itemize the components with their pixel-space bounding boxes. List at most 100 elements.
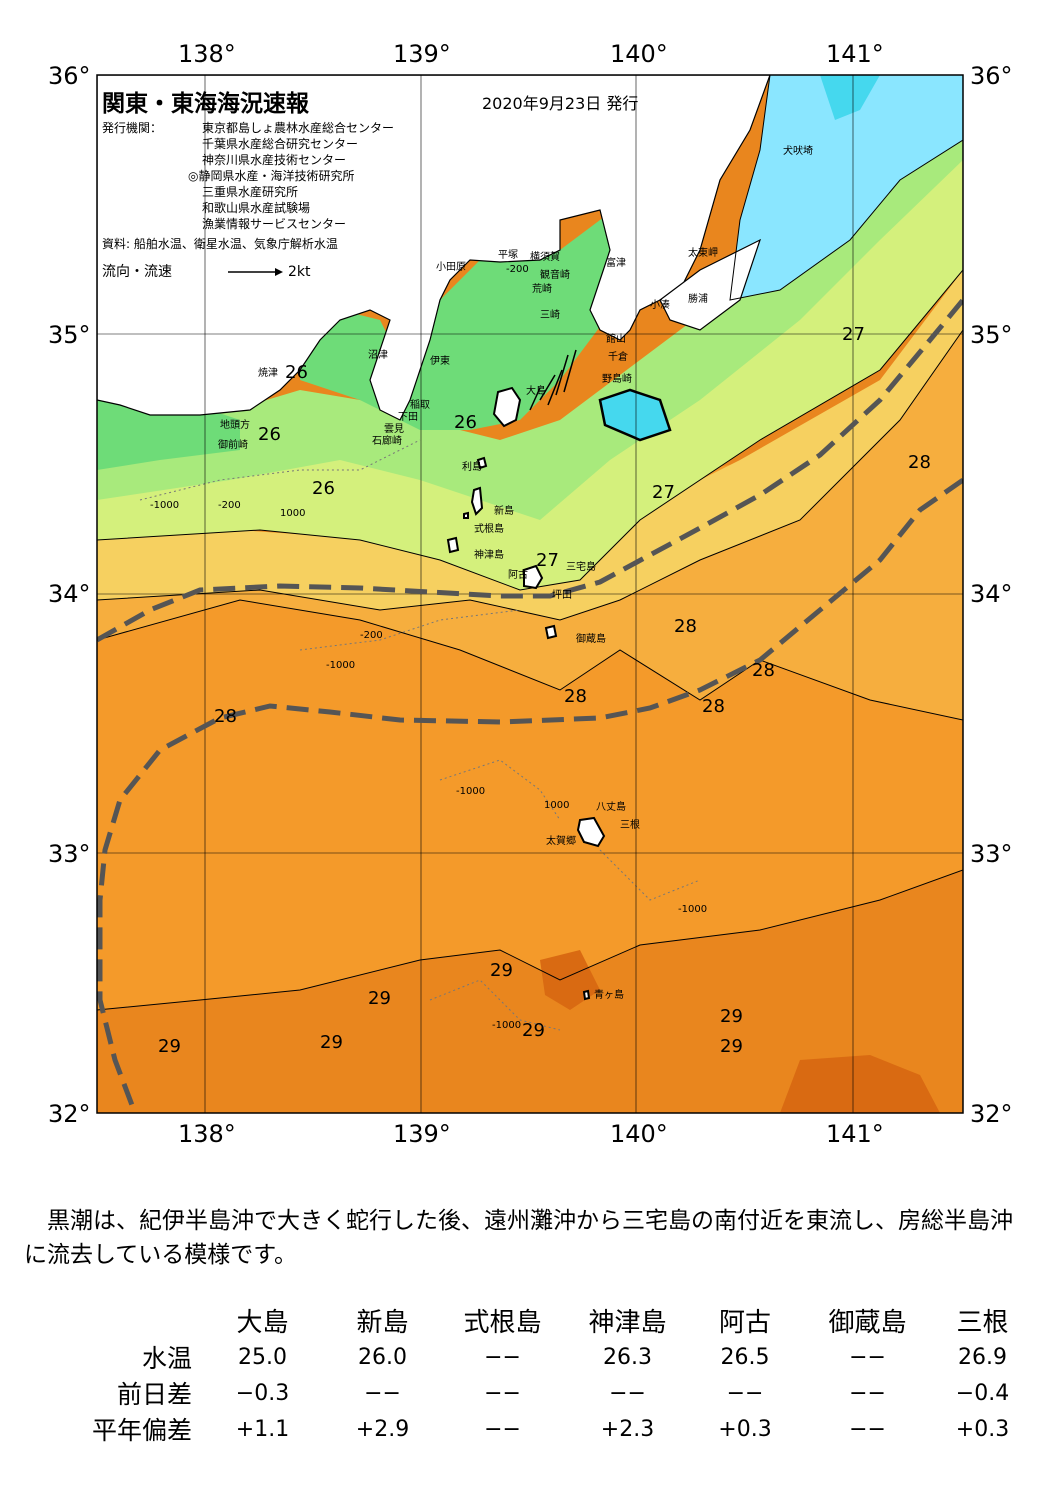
table-cell: −− (484, 1380, 521, 1406)
sea-temperature-map (96, 74, 964, 1114)
place-name: 小湊 (650, 300, 670, 311)
temp-zone-27 (97, 150, 963, 590)
depth-label: 1000 (544, 800, 570, 811)
table-cell: 25.0 (238, 1344, 287, 1370)
table-cell: −− (849, 1380, 886, 1406)
map-frame (96, 74, 964, 1114)
isotherm-label: 29 (490, 960, 513, 981)
issuers-label: 発行機関： (102, 121, 163, 135)
isotherm-label: 29 (720, 1036, 743, 1057)
place-name: 下田 (398, 412, 418, 423)
isotherm-label: 29 (522, 1020, 545, 1041)
row-label: 前日差 (116, 1380, 192, 1409)
table-row: 平年偏差 +1.1 +2.9 −− +2.3 +0.3 −− +0.3 (30, 1411, 1030, 1447)
table-cell: −− (609, 1380, 646, 1406)
place-name: 小田原 (436, 262, 466, 273)
lat-label-right-34: 34° (970, 580, 1013, 608)
flow-legend-scale: 2kt (288, 264, 311, 280)
station-header: 新島 (356, 1308, 409, 1338)
lat-label-right-33: 33° (970, 840, 1013, 868)
isotherm-label: 29 (720, 1006, 743, 1027)
flow-legend-label: 流向・流速 (102, 264, 172, 280)
lon-label-top-139: 139° (393, 40, 451, 68)
temp-zone-25 (730, 75, 963, 300)
temp-zone-28 (97, 300, 963, 720)
isotherm-label: 28 (564, 686, 587, 707)
place-name: 雲見 (384, 424, 404, 435)
station-header: 神津島 (588, 1308, 667, 1338)
temp-zone-27-5 (97, 270, 963, 620)
place-name: 御蔵島 (576, 634, 606, 645)
place-name: 八丈島 (596, 802, 626, 813)
temp-zone-25-nojima (600, 390, 670, 440)
isotherm-label: 28 (214, 706, 237, 727)
lon-label-top-140: 140° (610, 40, 668, 68)
island-aogashima (582, 989, 591, 1001)
lat-label-right-36: 36° (970, 62, 1013, 90)
place-name: 新島 (494, 506, 514, 517)
table-cell: −0.4 (955, 1380, 1010, 1406)
table-row: 水温 25.0 26.0 −− 26.3 26.5 −− 26.9 (30, 1339, 1030, 1375)
table-cell: −− (364, 1380, 401, 1406)
station-header: 式根島 (463, 1308, 542, 1338)
place-name: 稲取 (410, 400, 430, 411)
island-oshima (492, 386, 522, 428)
depth-label: -200 (360, 630, 383, 641)
place-name: 三宅島 (566, 562, 596, 573)
table-cell: 26.5 (720, 1344, 770, 1370)
lat-lon-grid (97, 75, 963, 1113)
lon-label-top-141: 141° (826, 40, 884, 68)
lat-label-left-32: 32° (48, 1100, 91, 1128)
station-header: 三根 (956, 1308, 1009, 1338)
isotherm-label: 26 (312, 478, 335, 499)
lon-label-bottom-139: 139° (393, 1120, 451, 1148)
table-cell: −− (484, 1416, 521, 1442)
table-corner (30, 1302, 200, 1339)
island-toshima (476, 456, 488, 470)
table-row: 前日差 −0.3 −− −− −− −− −− −0.4 (30, 1375, 1030, 1411)
issuer-item: 漁業情報サービスセンター (202, 217, 347, 231)
depth-label: -200 (506, 264, 529, 275)
depth-label: -1000 (326, 660, 356, 671)
depth-label: 1000 (280, 508, 306, 519)
table-cell: 26.0 (358, 1344, 407, 1370)
isotherm-label: 29 (320, 1032, 343, 1053)
issuer-item: 神奈川県水産技術センター (202, 153, 347, 167)
issuer-item: 東京都島しょ農林水産総合センター (202, 121, 395, 135)
issuer-item: 千葉県水産総合研究センター (202, 137, 359, 151)
place-name: 焼津 (258, 368, 278, 379)
row-label: 水温 (141, 1344, 192, 1373)
issue-date: 2020年9月23日 発行 (482, 94, 639, 113)
isotherm-label: 27 (536, 550, 559, 571)
table-cell: +0.3 (718, 1416, 772, 1442)
table-cell: −− (849, 1344, 886, 1370)
flow-arrows (529, 349, 577, 411)
isotherm-lines (97, 75, 963, 1011)
place-name: 御前崎 (218, 440, 248, 451)
lat-label-left-34: 34° (48, 580, 91, 608)
isotherm-label: 28 (908, 452, 931, 473)
table-cell: 26.3 (603, 1344, 652, 1370)
island-shikinejima (463, 511, 469, 519)
map-title: 関東・東海海況速報 (102, 91, 309, 117)
place-name: 坪田 (552, 590, 572, 601)
isotherm-label: 27 (842, 324, 865, 345)
depth-label: -200 (218, 500, 241, 511)
island-niijima (470, 486, 484, 516)
place-name: 地頭方 (220, 420, 250, 431)
place-name: 平塚 (498, 250, 518, 261)
isotherm-label: 29 (368, 988, 391, 1009)
place-name: 神津島 (474, 550, 504, 561)
place-name: 野島崎 (602, 374, 632, 385)
island-mikurajima (544, 624, 558, 640)
table-cell: −0.3 (235, 1380, 290, 1406)
table-cell: −− (849, 1416, 886, 1442)
place-name: 石廊崎 (372, 436, 402, 447)
place-name: 三崎 (540, 310, 560, 321)
kuroshio-description: 黒潮は、紀伊半島沖で大きく蛇行した後、遠州灘沖から三宅島の南付近を東流し、房総半… (24, 1208, 1013, 1268)
lat-label-left-36: 36° (48, 62, 91, 90)
depth-label: -1000 (492, 1020, 522, 1031)
place-name: 太東岬 (688, 248, 718, 259)
place-name: 荒崎 (532, 284, 552, 295)
observation-table: 大島 新島 式根島 神津島 阿古 御蔵島 三根 水温 25.0 26.0 −− … (30, 1302, 1030, 1447)
